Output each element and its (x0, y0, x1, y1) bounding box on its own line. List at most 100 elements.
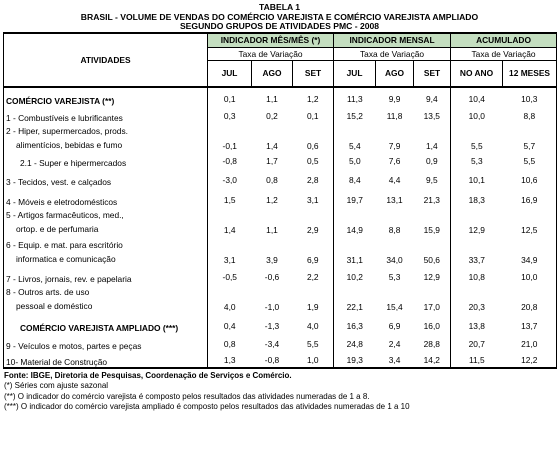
value-cell: 2,4 (388, 338, 401, 349)
table-row: 10- Material de Construção 1,3 -0,8 1,0 19,3… (3, 350, 558, 369)
value-cell: 7,9 (388, 140, 401, 151)
value-cell: 19,7 (346, 194, 363, 205)
value-cell: 2,9 (292, 206, 335, 237)
row-label: 3 - Tecidos, vest. e calçados (3, 167, 208, 187)
value-cell: 5,0 (348, 155, 361, 166)
value-cell: 19,3 (333, 350, 376, 369)
table-row: COMÉRCIO VAREJISTA AMPLIADO (***) 0,4 -1,3… (3, 313, 558, 333)
value-cell: 18,3 (468, 194, 485, 205)
sales-volume-table: ATIVIDADES INDICADOR MÊS/MÊS (*) INDICAD… (3, 32, 558, 369)
header-indicador-mensal: INDICADOR MENSAL (333, 32, 452, 48)
value-cell: 31,1 (346, 254, 363, 265)
header-taxa-variacao: Taxa de Variação (206, 47, 335, 61)
value-cell: 11,3 (346, 93, 363, 104)
value-cell: 7,6 (388, 155, 401, 166)
value-cell: -0,1 (222, 140, 237, 151)
header-atividades: ATIVIDADES (3, 32, 208, 88)
value-cell: -0,8 (222, 155, 237, 166)
value-cell: -3,4 (264, 338, 280, 349)
value-cell: 16,3 (346, 320, 363, 331)
table-row: COMÉRCIO VAREJISTA (**) 0,1 1,1 1,2 11,3 9,9 9… (3, 86, 558, 106)
value-cell: 2,8 (292, 167, 335, 187)
row-label: 2 - Hiper, supermercados, prods. alimentí… (3, 122, 208, 153)
table-row: 2.1 - Super e hipermercados -0,8 1,7 0,5 5,0… (3, 152, 558, 168)
value-cell: 12,9 (468, 224, 485, 235)
row-label-line1: 4 - Móveis e eletrodomésticos (6, 196, 118, 207)
column-header: SET (291, 60, 335, 88)
value-cell: 10,0 (502, 266, 558, 284)
value-cell: 9,4 (413, 86, 452, 106)
row-label-line1: 2.1 - Super e hipermercados (20, 157, 127, 168)
row-label-line1: 3 - Tecidos, vest. e calçados (6, 176, 112, 187)
value-cell: 33,7 (468, 254, 485, 265)
row-label: 7 - Livros, jornais, rev. e papelaria (3, 266, 208, 284)
value-cell: -1,0 (264, 301, 280, 312)
value-cell: 1,4 (413, 122, 452, 153)
row-label-line1: 8 - Outros arts. de uso (6, 286, 90, 297)
value-cell: 22,1 (346, 301, 363, 312)
footnote-1: (*) Séries com ajuste sazonal (4, 381, 109, 391)
value-cell: 4,0 (223, 301, 236, 312)
value-cell: 14,2 (413, 350, 452, 369)
value-cell: 16,0 (413, 313, 452, 333)
value-cell: 50,6 (413, 236, 452, 267)
value-cell: 28,8 (413, 332, 452, 351)
table-subtitle: SEGUNDO GRUPOS DE ATIVIDADES PMC - 2008 (179, 21, 380, 32)
table-body: COMÉRCIO VAREJISTA (**) 0,1 1,1 1,2 11,3 9,9 9… (3, 86, 558, 369)
row-label-line2: ortop. e de perfumaria (16, 223, 99, 234)
row-label: 8 - Outros arts. de uso pessoal e domésti… (3, 283, 208, 314)
row-label-line2: informatica e comunicação (16, 253, 116, 264)
value-cell: 4,0 (292, 313, 335, 333)
value-cell: 9,9 (388, 93, 401, 104)
value-cell: 11,8 (386, 110, 403, 121)
value-cell: -0,5 (222, 271, 237, 282)
value-cell: 1,4 (266, 140, 278, 151)
value-cell: 10,2 (346, 271, 363, 282)
column-header: JUL (333, 60, 377, 88)
table-row: 7 - Livros, jornais, rev. e papelaria -0,… (3, 266, 558, 284)
row-label: 9 - Veículos e motos, partes e peças (3, 332, 208, 351)
header-taxa-variacao: Taxa de Variação (333, 47, 452, 61)
value-cell: 3,1 (292, 186, 335, 207)
value-cell: 21,3 (413, 186, 452, 207)
table-title-block: TABELA 1 BRASIL - VOLUME DE VENDAS DO CO… (0, 0, 559, 32)
row-label: 2.1 - Super e hipermercados (3, 152, 208, 168)
value-cell: 1,7 (266, 155, 278, 166)
row-label-line1: 1 - Combustíveis e lubrificantes (6, 112, 123, 123)
value-cell: 9,5 (413, 167, 452, 187)
value-cell: 12,2 (502, 350, 558, 369)
table-title: BRASIL - VOLUME DE VENDAS DO COMÉRCIO VA… (80, 11, 479, 22)
value-cell: -0,8 (251, 350, 293, 369)
value-cell: 10,4 (468, 93, 485, 104)
footnote-2: (**) O indicador do comércio varejista é… (4, 391, 370, 401)
value-cell: 0,1 (292, 105, 335, 123)
table-row: 5 - Artigos farmacêuticos, med., ortop. e… (3, 206, 558, 237)
value-cell: -3,0 (222, 174, 237, 185)
row-label-line1: COMÉRCIO VAREJISTA (**) (6, 95, 115, 106)
value-cell: 11,5 (450, 350, 503, 369)
value-cell: 1,2 (292, 86, 335, 106)
value-cell: 0,8 (266, 174, 278, 185)
value-cell: 0,9 (413, 152, 452, 168)
value-cell: 0,5 (292, 152, 335, 168)
row-label-line1: 9 - Veículos e motos, partes e peças (6, 340, 142, 351)
row-label: 4 - Móveis e eletrodomésticos (3, 186, 208, 207)
value-cell: 1,0 (292, 350, 335, 369)
value-cell: 5,4 (348, 140, 361, 151)
row-label-line1: 7 - Livros, jornais, rev. e papelaria (6, 273, 132, 284)
table-row: 6 - Equip. e mat. para escritório informa… (3, 236, 558, 267)
value-cell: 1,9 (292, 283, 335, 314)
value-cell: 1,3 (207, 350, 252, 369)
table-row: 9 - Veículos e motos, partes e peças 0,8 -… (3, 332, 558, 351)
header-indicador-mes-mes: INDICADOR MÊS/MÊS (*) (206, 32, 335, 48)
value-cell: 1,2 (266, 194, 278, 205)
row-label-line1: 2 - Hiper, supermercados, prods. (6, 125, 128, 136)
value-cell: 5,5 (502, 152, 558, 168)
value-cell: 10,0 (468, 110, 485, 121)
value-cell: 16,9 (502, 186, 558, 207)
value-cell: 15,4 (386, 301, 403, 312)
footnote-3: (***) O indicador do comércio varejista … (4, 402, 410, 411)
value-cell: 8,8 (502, 105, 558, 123)
row-label-line2: pessoal e doméstico (16, 300, 93, 311)
table-row: 4 - Móveis e eletrodomésticos 1,5 1,2 3,1 19… (3, 186, 558, 207)
